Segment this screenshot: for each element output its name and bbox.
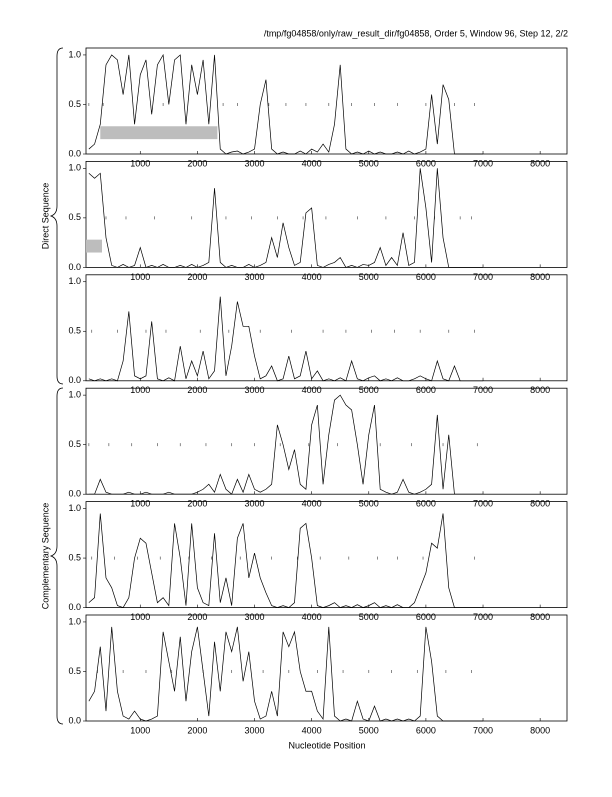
x-tick-label: 8000	[530, 499, 550, 509]
x-tick-label: 3000	[245, 272, 265, 282]
region	[100, 126, 218, 140]
x-tick-label: 8000	[530, 612, 550, 622]
x-tick-label: 2000	[187, 385, 207, 395]
x-tick-label: 1000	[130, 272, 150, 282]
panel-frame	[85, 614, 568, 722]
x-tick-label: 7000	[473, 158, 493, 168]
x-tick-label: 8000	[530, 725, 550, 735]
x-tick-label: 3000	[245, 158, 265, 168]
x-tick-label: 6000	[416, 499, 436, 509]
x-tick-label: 8000	[530, 272, 550, 282]
x-tick-label: 8000	[530, 158, 550, 168]
x-tick-label: 1000	[130, 158, 150, 168]
y-tick-label: 0.5	[68, 552, 81, 562]
x-tick-label: 4000	[302, 612, 322, 622]
data-line	[88, 513, 484, 609]
x-tick-label: 4000	[302, 158, 322, 168]
y-tick-label: 1.0	[68, 390, 81, 400]
y-tick-label: 0.0	[68, 489, 81, 499]
x-tick-label: 7000	[473, 385, 493, 395]
panel-frame	[85, 387, 568, 495]
x-tick-label: 8000	[530, 385, 550, 395]
x-tick-label: 5000	[359, 385, 379, 395]
y-tick-label: 0.5	[68, 666, 81, 676]
x-tick-label: 4000	[302, 385, 322, 395]
x-tick-label: 7000	[473, 725, 493, 735]
y-tick-label: 0.0	[68, 375, 81, 385]
x-axis-label: Nucleotide Position	[288, 740, 365, 750]
data-line	[88, 296, 484, 382]
x-tick-label: 6000	[416, 385, 436, 395]
x-tick-label: 4000	[302, 499, 322, 509]
y-tick-label: 0.5	[68, 212, 81, 222]
x-tick-label: 1000	[130, 725, 150, 735]
x-tick-label: 4000	[302, 725, 322, 735]
x-tick-label: 2000	[187, 499, 207, 509]
x-tick-label: 2000	[187, 725, 207, 735]
data-line	[88, 53, 484, 155]
group-label: Complementary Sequence	[40, 503, 50, 610]
x-tick-label: 3000	[245, 725, 265, 735]
panel-frame	[85, 501, 568, 609]
panel-frame	[85, 160, 568, 268]
y-tick-label: 1.0	[68, 616, 81, 626]
x-tick-label: 4000	[302, 272, 322, 282]
group-label: Direct Sequence	[40, 183, 50, 250]
y-tick-label: 1.0	[68, 163, 81, 173]
x-tick-label: 2000	[187, 272, 207, 282]
panel-frame	[85, 47, 568, 155]
data-line	[88, 626, 484, 722]
x-tick-label: 1000	[130, 385, 150, 395]
x-tick-label: 7000	[473, 499, 493, 509]
x-tick-label: 5000	[359, 725, 379, 735]
data-line	[88, 168, 484, 268]
x-tick-label: 7000	[473, 272, 493, 282]
y-tick-label: 1.0	[68, 276, 81, 286]
y-tick-label: 1.0	[68, 503, 81, 513]
x-tick-label: 3000	[245, 385, 265, 395]
y-tick-label: 0.5	[68, 326, 81, 336]
x-tick-label: 1000	[130, 499, 150, 509]
y-tick-label: 0.5	[68, 439, 81, 449]
x-tick-label: 3000	[245, 612, 265, 622]
y-tick-label: 0.0	[68, 148, 81, 158]
x-tick-label: 5000	[359, 272, 379, 282]
x-tick-label: 1000	[130, 612, 150, 622]
group-brace	[49, 387, 64, 725]
panel-frame	[85, 274, 568, 382]
group-brace	[49, 47, 64, 385]
x-tick-label: 2000	[187, 612, 207, 622]
header: /tmp/fg04858/only/raw_result_dir/fg04858…	[264, 28, 568, 38]
region	[86, 239, 102, 253]
x-tick-label: 2000	[187, 158, 207, 168]
x-tick-label: 5000	[359, 158, 379, 168]
x-tick-label: 6000	[416, 725, 436, 735]
y-tick-label: 0.0	[68, 602, 81, 612]
data-line	[88, 394, 484, 495]
y-tick-label: 0.5	[68, 99, 81, 109]
x-tick-label: 6000	[416, 158, 436, 168]
y-tick-label: 0.0	[68, 715, 81, 725]
x-tick-label: 3000	[245, 499, 265, 509]
y-tick-label: 0.0	[68, 262, 81, 272]
y-tick-label: 1.0	[68, 49, 81, 59]
x-tick-label: 5000	[359, 612, 379, 622]
x-tick-label: 6000	[416, 272, 436, 282]
x-tick-label: 5000	[359, 499, 379, 509]
x-tick-label: 6000	[416, 612, 436, 622]
x-tick-label: 7000	[473, 612, 493, 622]
